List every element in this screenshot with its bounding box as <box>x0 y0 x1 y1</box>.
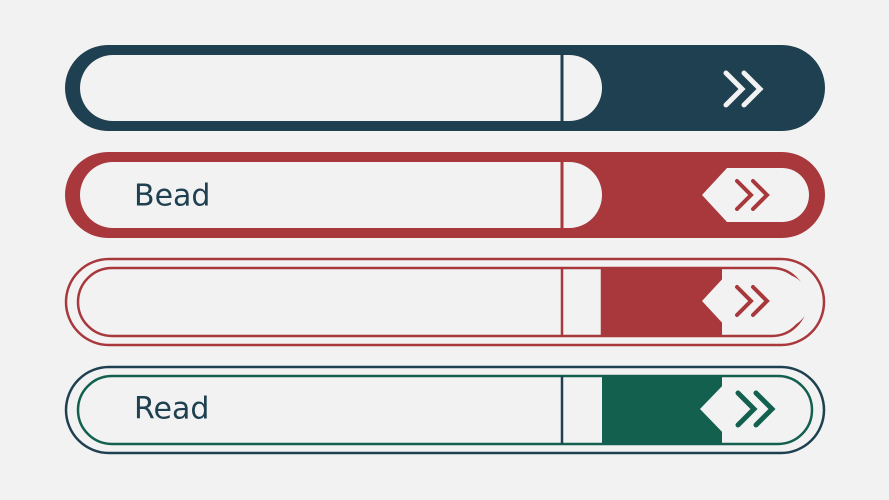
chevrons <box>735 179 770 211</box>
chevrons <box>735 285 770 317</box>
input-bar[interactable] <box>65 45 825 131</box>
inner-outline <box>76 374 814 446</box>
field-label: Read <box>134 392 209 427</box>
chevrons <box>723 70 764 108</box>
input-bar[interactable]: Read <box>64 365 826 455</box>
input-bar[interactable] <box>64 257 826 347</box>
fill-block <box>602 268 722 336</box>
chevrons <box>735 390 776 428</box>
tag <box>702 168 809 222</box>
input-field <box>80 55 602 121</box>
input-bar[interactable]: Bead <box>65 152 825 238</box>
field-label: Bead <box>134 179 210 214</box>
input-field <box>80 162 602 228</box>
tag <box>702 274 809 328</box>
